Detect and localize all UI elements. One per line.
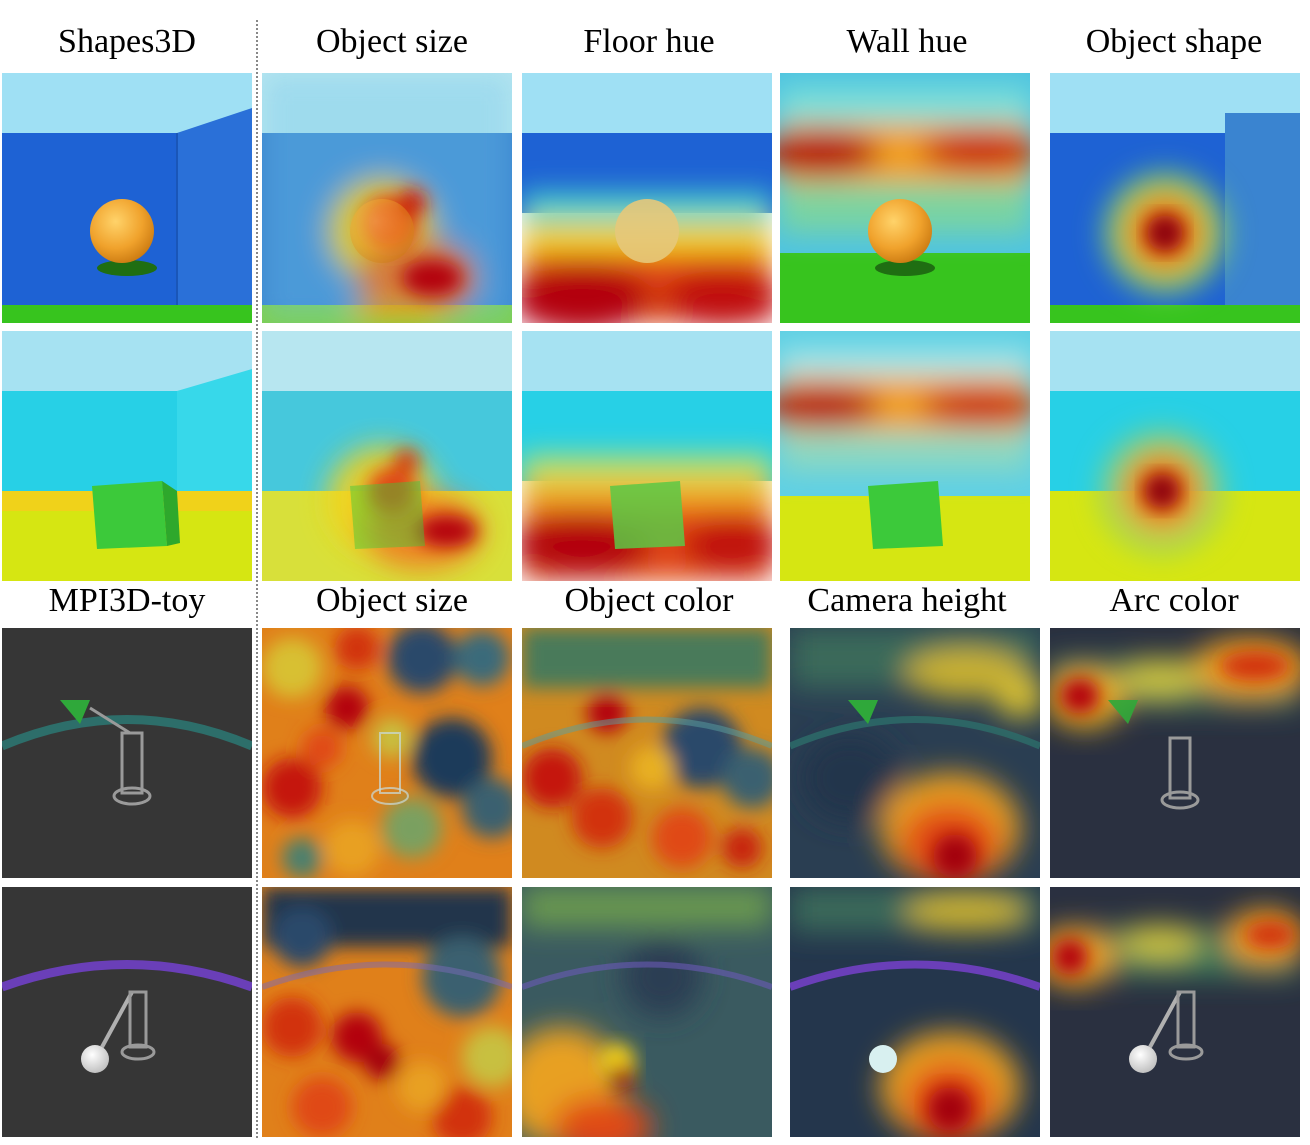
heatmap-camera-height: [790, 887, 1040, 1137]
heatmap-object-shape: [1050, 73, 1300, 323]
dataset-title-shapes3d: Shapes3D: [58, 23, 196, 60]
shapes3d-cube-original: [2, 331, 252, 581]
factor-title: Arc color: [1109, 582, 1239, 619]
heatmap-object-size: [262, 73, 512, 323]
mpi3d-original: [2, 628, 252, 878]
section-divider: [256, 20, 258, 1138]
heatmap-arc-color: [1050, 887, 1300, 1137]
factor-title: Object size: [316, 23, 468, 60]
heatmap-object-size: [262, 331, 512, 581]
heatmap-wall-hue: [780, 73, 1030, 323]
heatmap-object-shape: [1050, 331, 1300, 581]
factor-title: Object size: [316, 582, 468, 619]
heatmap-camera-height: [790, 628, 1040, 878]
heatmap-floor-hue: [522, 331, 772, 581]
factor-title: Object color: [564, 582, 734, 619]
mpi3d-original: [2, 887, 252, 1137]
factor-title: Object shape: [1085, 23, 1263, 60]
heatmap-wall-hue: [780, 331, 1030, 581]
heatmap-object-size: [262, 887, 512, 1137]
factor-title: Wall hue: [846, 23, 968, 60]
shapes3d-sphere-original: [2, 73, 252, 323]
factor-title: Camera height: [807, 582, 1007, 619]
heatmap-object-color: [522, 887, 772, 1137]
factor-title: Floor hue: [583, 23, 715, 60]
heatmap-object-size: [262, 628, 512, 878]
heatmap-floor-hue: [522, 73, 772, 323]
heatmap-arc-color: [1050, 628, 1300, 878]
dataset-title-mpi3d: MPI3D-toy: [48, 582, 206, 619]
heatmap-object-color: [522, 628, 772, 878]
